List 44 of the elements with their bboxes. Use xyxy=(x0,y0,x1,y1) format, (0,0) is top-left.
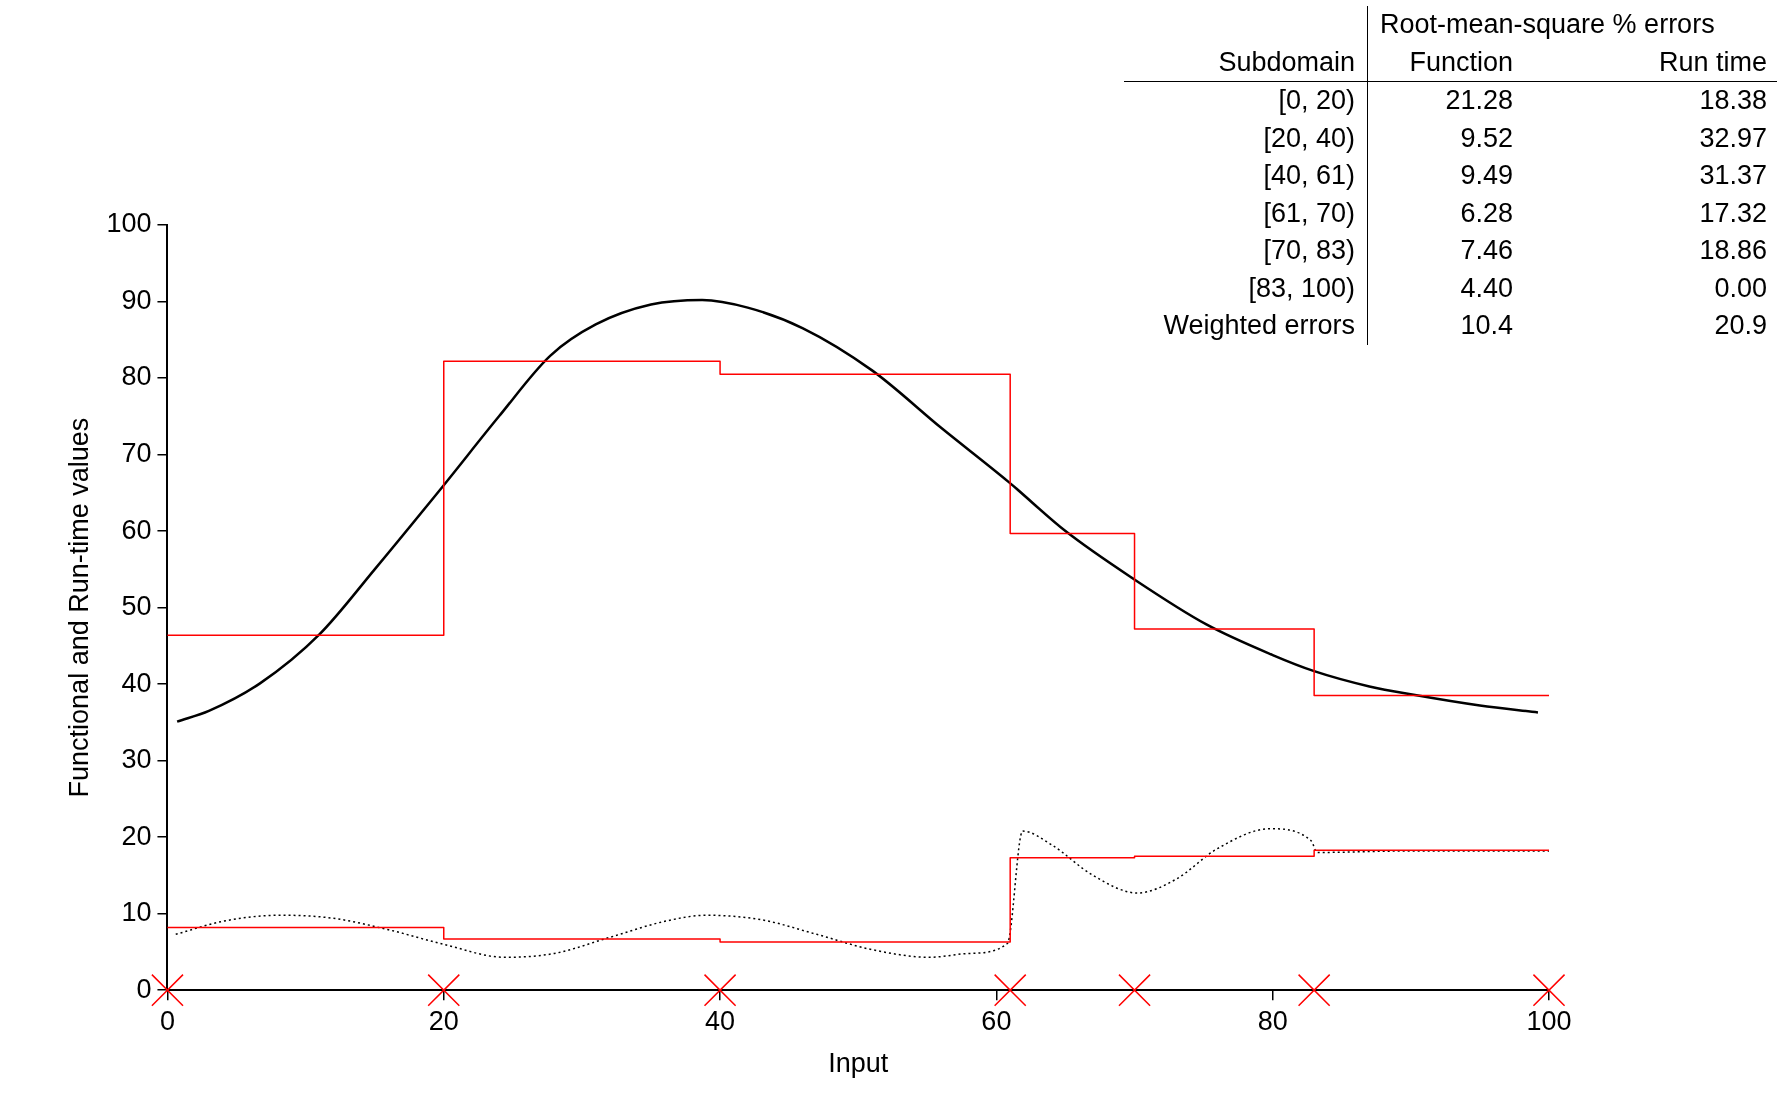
x-tick-label: 60 xyxy=(981,1005,1012,1036)
text: 18.38 xyxy=(1698,84,1768,117)
text: 21.28 xyxy=(1444,84,1513,117)
text: Run time xyxy=(1513,43,1777,82)
x-tick-label: 0 xyxy=(159,1005,175,1036)
text: Function xyxy=(1368,43,1513,82)
x-tick-label: 20 xyxy=(428,1005,459,1036)
y-tick-label: 80 xyxy=(121,361,152,392)
text: 0.00 xyxy=(1713,271,1768,305)
text: 20.9 xyxy=(1713,309,1768,342)
y-tick-label: 10 xyxy=(121,897,152,928)
text: 31.37 xyxy=(1698,159,1768,192)
text: Root-mean-square % errors xyxy=(1379,8,1716,41)
annotation: [61, 70) xyxy=(1124,194,1368,232)
y-tick-label: 50 xyxy=(121,591,152,622)
annotation: Weighted errors xyxy=(1124,307,1368,345)
x-tick-label: 80 xyxy=(1257,1005,1288,1036)
annotation: 6.28 xyxy=(1459,196,1513,230)
x-axis-title: Input xyxy=(828,1048,889,1079)
text: 9.49 xyxy=(1459,159,1513,192)
text: 17.32 xyxy=(1698,196,1768,230)
annotation: [70, 83) xyxy=(1124,232,1368,270)
y-tick-label: 30 xyxy=(121,744,152,775)
annotation: 10.4 xyxy=(1459,309,1513,342)
x-tick-label: 100 xyxy=(1526,1005,1572,1036)
y-tick-label: 0 xyxy=(136,973,152,1004)
annotation: 7.46 xyxy=(1459,234,1513,267)
text: [0, 20) xyxy=(1124,82,1368,120)
y-tick-label: 70 xyxy=(121,438,152,469)
text: 32.97 xyxy=(1698,121,1768,155)
y-tick-label: 20 xyxy=(121,820,152,851)
y-axis-title: Functional and Run-time values xyxy=(63,417,94,798)
text: Subdomain xyxy=(1124,43,1368,82)
text: 9.52 xyxy=(1459,121,1513,155)
y-tick-label: 40 xyxy=(121,667,152,698)
y-tick-label: 90 xyxy=(121,284,152,315)
text: 18.86 xyxy=(1698,234,1768,267)
text: [20, 40) xyxy=(1124,119,1368,157)
annotation: 4.40 xyxy=(1459,271,1513,305)
y-tick-label: 100 xyxy=(106,208,152,239)
annotation: [83, 100) xyxy=(1124,269,1368,307)
text: [40, 61) xyxy=(1124,157,1368,195)
x-tick-label: 40 xyxy=(705,1005,736,1036)
y-tick-label: 60 xyxy=(121,514,152,545)
